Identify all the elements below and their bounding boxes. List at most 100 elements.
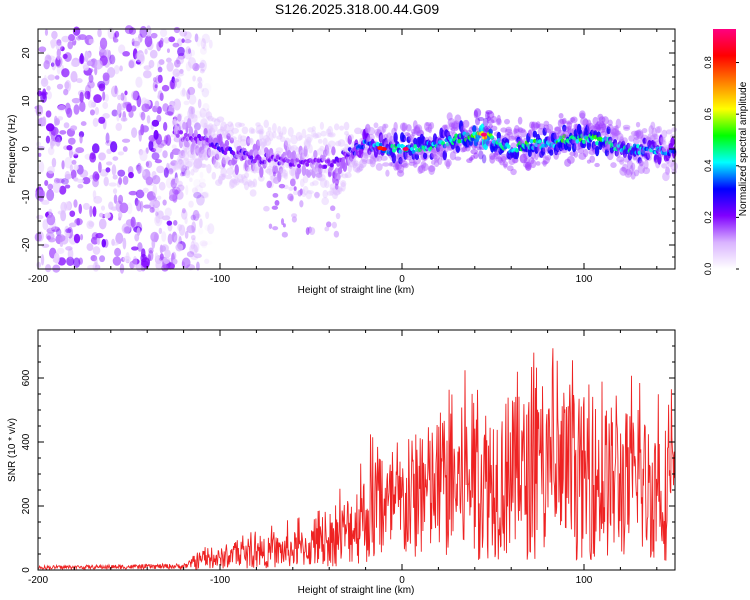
- spectrogram-noise-blob: [108, 201, 114, 210]
- spectrogram-ridge-halo: [191, 151, 197, 161]
- spectrogram-ridge-body: [221, 157, 226, 168]
- spectrogram-noise-blob: [44, 54, 52, 65]
- spectrogram-ridge-halo: [267, 126, 272, 133]
- spectrogram-ridge-halo: [532, 122, 541, 129]
- spectrogram-ridge-halo: [634, 129, 642, 138]
- spectrogram-ridge-halo: [356, 166, 363, 173]
- spectrogram-noise-blob: [175, 72, 185, 77]
- spectrogram-noise-blob: [122, 175, 129, 186]
- spectrogram-noise-blob: [186, 225, 196, 234]
- spectrogram-noise-blob: [201, 191, 210, 199]
- spectrogram-ridge-halo: [554, 126, 562, 132]
- spectrogram-ridge-core: [531, 145, 536, 150]
- spectrogram-noise-blob: [85, 38, 89, 44]
- spectrogram-ridge-halo: [317, 138, 323, 144]
- spectrogram-ridge-halo: [399, 160, 408, 168]
- spectrogram-ridge-halo: [665, 166, 671, 176]
- spectrogram-noise-blob: [79, 135, 83, 144]
- spectrogram-ridge-halo: [616, 132, 624, 142]
- spectrogram-noise-blob: [66, 256, 75, 267]
- spectrogram-ridge-halo: [252, 164, 258, 174]
- spectrogram-ridge-halo: [216, 128, 224, 137]
- spectrogram-ridge-halo: [255, 130, 264, 135]
- spectrogram-xtick-label: 100: [576, 274, 593, 285]
- spectrogram-ridge-halo: [486, 116, 492, 121]
- spectrogram-ridge-halo: [523, 161, 531, 168]
- spectrogram-noise-blob: [185, 166, 190, 171]
- snr-ytick-label: 400: [21, 433, 32, 450]
- spectrogram-noise-blob: [136, 95, 142, 108]
- spectrogram-noise-blob: [128, 190, 138, 196]
- spectrogram-ridge-core: [413, 144, 418, 149]
- spectrogram-noise-blob: [166, 220, 173, 226]
- spectrogram-ridge-halo: [432, 153, 438, 160]
- spectrogram-noise-blob: [181, 38, 185, 43]
- spectrogram-noise-blob: [160, 37, 164, 45]
- spectrogram-noise-blob: [82, 176, 91, 185]
- spectrogram-ridge-core: [457, 139, 462, 144]
- spectrogram-ridge-halo: [611, 132, 619, 142]
- spectrogram-noise-blob: [68, 34, 75, 42]
- spectrogram-noise-blob: [56, 39, 62, 46]
- spectrogram-noise-blob: [141, 257, 151, 268]
- spectrogram-noise-blob: [131, 246, 139, 251]
- spectrogram-noise-blob: [197, 76, 203, 83]
- spectrogram-noise-blob: [112, 156, 119, 161]
- spectrogram-noise-blob: [119, 65, 123, 72]
- spectrogram-noise-blob: [163, 167, 169, 178]
- spectrogram-noise-blob: [45, 110, 52, 118]
- spectrogram-noise-blob: [140, 123, 145, 136]
- spectrogram-ridge-body: [234, 164, 239, 176]
- spectrogram-ridge-halo: [397, 152, 404, 158]
- spectrogram-ridge-halo: [192, 164, 200, 173]
- spectrogram-ridge-halo: [238, 122, 245, 127]
- spectrogram-ridge-halo: [595, 126, 602, 132]
- spectrogram-ridge-halo: [612, 125, 618, 131]
- spectrogram-ridge-halo: [524, 161, 532, 172]
- colorbar-tick-label: 0.2: [703, 211, 713, 224]
- spectrogram-tail-blob: [333, 230, 340, 238]
- spectrogram-ridge-halo: [431, 159, 436, 165]
- spectrogram-ridge-halo: [402, 162, 409, 169]
- spectrogram-noise-blob: [116, 110, 120, 122]
- spectrogram-noise-blob: [186, 89, 191, 100]
- spectrogram-noise-blob: [188, 105, 194, 118]
- spectrogram-noise-blob: [59, 130, 67, 135]
- spectrogram-noise-blob: [118, 194, 124, 205]
- spectrogram-noise-blob: [55, 136, 61, 147]
- spectrogram-ridge-halo: [172, 164, 180, 171]
- spectrogram-noise-blob: [170, 160, 179, 167]
- spectrogram-ridge-halo: [542, 156, 550, 165]
- spectrogram-noise-blob: [184, 230, 189, 239]
- spectrogram-noise-blob: [130, 216, 136, 228]
- spectrogram-noise-blob: [44, 179, 49, 187]
- spectrogram-ridge-body: [414, 153, 420, 160]
- spectrogram-ridge-halo: [175, 161, 181, 169]
- spectrogram-ridge-core: [603, 136, 608, 141]
- spectrogram-noise-blob: [64, 81, 70, 90]
- spectrogram-tail-blob: [327, 171, 332, 178]
- spectrogram-ridge-halo: [454, 114, 462, 125]
- spectrogram-ridge-halo: [656, 125, 662, 134]
- spectrogram-noise-blob: [90, 254, 98, 262]
- spectrogram-ridge-halo: [278, 132, 284, 137]
- spectrogram-ridge-halo: [185, 169, 191, 176]
- spectrogram-noise-blob: [157, 60, 161, 70]
- spectrogram-noise-blob: [171, 148, 181, 156]
- spectrogram-ridge-body: [406, 136, 411, 144]
- spectrogram-tail-blob: [305, 227, 310, 236]
- spectrogram-noise-blob: [139, 111, 144, 118]
- spectrogram-ridge-halo: [508, 157, 516, 166]
- spectrogram-ridge-halo: [207, 123, 214, 133]
- spectrogram-ridge-halo: [580, 117, 588, 126]
- spectrogram-noise-blob: [69, 210, 76, 217]
- spectrogram-noise-blob: [131, 38, 135, 47]
- spectrogram-noise-blob: [67, 41, 74, 50]
- spectrogram-ridge-halo: [190, 114, 198, 123]
- spectrogram-ridge-halo: [279, 168, 287, 174]
- spectrogram-noise-blob: [181, 87, 186, 97]
- spectrogram-noise-blob: [63, 122, 70, 129]
- spectrogram-noise-blob: [142, 170, 146, 176]
- spectrogram-ridge-halo: [445, 160, 451, 170]
- spectrogram-ridge-core: [277, 161, 282, 166]
